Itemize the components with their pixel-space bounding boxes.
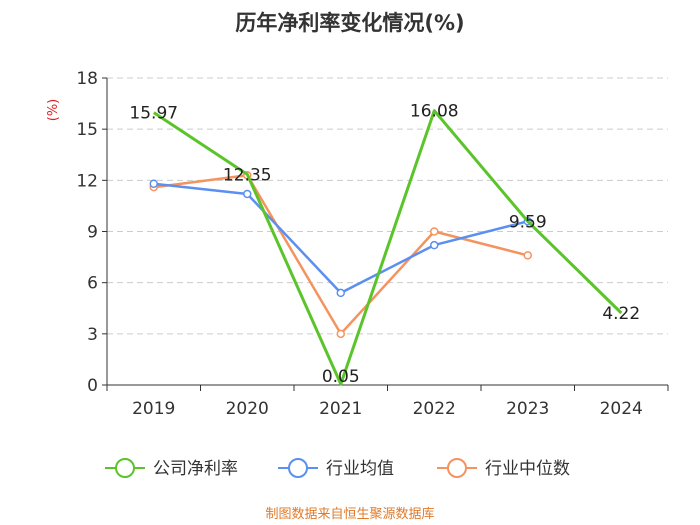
- source-note: 制图数据来自恒生聚源数据库: [265, 506, 434, 522]
- legend-label: 行业中位数: [485, 459, 570, 479]
- series-line: [153, 182, 529, 295]
- chart-title: 历年净利率变化情况(%): [235, 11, 464, 35]
- data-labels: 15.97 12.35 0.05 16.08 9.59 4.22: [129, 102, 640, 387]
- x-tick-label: 2024: [600, 399, 643, 419]
- legend-swatch-marker: [288, 458, 308, 478]
- grid: [107, 77, 668, 335]
- series-line: [153, 173, 529, 336]
- data-label: 16.08: [410, 102, 459, 122]
- legend-label: 公司净利率: [153, 459, 238, 479]
- data-label: 12.35: [223, 165, 272, 185]
- legend-swatch-marker: [447, 458, 467, 478]
- series-line: [152, 109, 623, 386]
- x-tick-label: 2020: [226, 399, 269, 419]
- data-point[interactable]: [336, 329, 345, 339]
- x-tick-label: 2022: [413, 399, 456, 419]
- data-label: 4.22: [602, 304, 640, 324]
- data-label: 15.97: [129, 104, 178, 124]
- y-tick-label: 12: [76, 171, 98, 191]
- x-tick-label: 2019: [132, 399, 175, 419]
- y-tick-label: 18: [76, 69, 98, 89]
- data-point[interactable]: [149, 179, 158, 188]
- data-label: 0.05: [322, 367, 360, 387]
- x-tick-label: 2021: [319, 399, 362, 419]
- y-tick-label: 6: [87, 274, 98, 294]
- data-point[interactable]: [430, 240, 439, 250]
- data-label: 9.59: [509, 212, 547, 232]
- axes: 0 3 6 9 12 15 18 2019 2020 2021 2022 2023 2024: [76, 69, 669, 419]
- y-tick-label: 0: [87, 376, 98, 396]
- legend[interactable]: 公司净利率 行业均值 行业中位数: [105, 458, 570, 479]
- legend-label: 行业均值: [326, 459, 394, 479]
- series-group: [149, 109, 623, 386]
- legend-swatch-marker: [115, 458, 135, 478]
- legend-item[interactable]: 行业均值: [278, 458, 394, 479]
- data-point[interactable]: [523, 251, 532, 260]
- data-point[interactable]: [243, 189, 252, 199]
- data-point[interactable]: [430, 227, 439, 236]
- legend-item[interactable]: 公司净利率: [105, 458, 238, 479]
- data-point[interactable]: [336, 288, 345, 298]
- y-tick-label: 15: [76, 120, 98, 140]
- x-tick-label: 2023: [506, 399, 549, 419]
- legend-item[interactable]: 行业中位数: [437, 458, 570, 479]
- y-tick-label: 3: [87, 325, 98, 345]
- y-axis-label: (%): [46, 99, 61, 122]
- y-tick-label: 9: [87, 223, 98, 243]
